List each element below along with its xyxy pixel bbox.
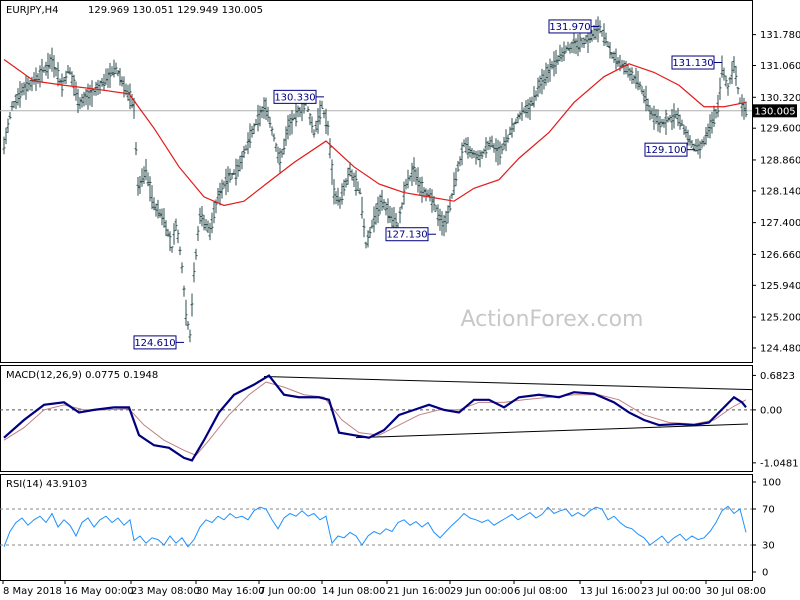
price-bars <box>2 16 748 343</box>
time-tick-label: 30 Jul 08:00 <box>706 586 766 597</box>
price-label-text: 130.330 <box>274 92 315 103</box>
time-tick-label: 23 Jul 00:00 <box>641 586 701 597</box>
price-tick-label: 126.660 <box>760 250 800 261</box>
price-label-text: 129.100 <box>645 145 686 156</box>
price-tick-label: 128.140 <box>760 186 800 197</box>
price-labels: 124.610 130.330 127.130 131.970 131.130 129.1… <box>133 19 722 350</box>
rsi-tick-label: 70 <box>762 505 775 516</box>
macd-tick-label: 0.00 <box>760 405 782 416</box>
macd-panel: MACD(12,26,9) 0.0775 0.1948 0.6823 0.00 -1… <box>0 365 799 472</box>
time-tick-label: 16 May 00:00 <box>65 586 134 597</box>
price-title: EURJPY,H4 <box>6 5 59 16</box>
price-tick-label: 128.860 <box>760 155 800 166</box>
price-label-box <box>671 55 715 70</box>
time-tick-label: 30 May 16:00 <box>196 586 265 597</box>
price-tick-label: 131.780 <box>760 30 800 41</box>
price-tick-label: 125.200 <box>760 313 800 324</box>
rsi-levels <box>0 508 752 546</box>
macd-trendline <box>355 423 749 439</box>
moving-average-line <box>3 59 747 207</box>
price-tick-label: 125.940 <box>760 281 800 292</box>
time-tick-label: 23 May 08:00 <box>131 586 200 597</box>
macd-axis: 0.6823 0.00 -1.0481 <box>752 371 799 469</box>
macd-title: MACD(12,26,9) 0.0775 0.1948 <box>6 370 158 381</box>
time-tick-label: 7 Jun 00:00 <box>259 586 316 597</box>
price-label-text: 131.970 <box>549 22 590 33</box>
time-tick-label: 6 Jul 08:00 <box>514 586 568 597</box>
price-tick-label: 131.060 <box>760 61 800 72</box>
price-label-box <box>133 335 177 350</box>
time-tick-label: 21 Jun 16:00 <box>387 586 451 597</box>
rsi-line <box>3 505 747 548</box>
last-price-value: 130.005 <box>754 106 795 117</box>
macd-trendlines <box>263 376 753 439</box>
price-panel: EURJPY,H4 129.969 130.051 129.949 130.00… <box>0 0 800 363</box>
macd-line <box>3 374 747 462</box>
price-tick-label: 130.320 <box>760 93 800 104</box>
price-axis: 131.780 131.060 130.320 129.600 128.860 128.1… <box>752 30 800 354</box>
price-label-box <box>273 89 317 104</box>
macd-tick-label: -1.0481 <box>760 458 799 469</box>
price-label-box <box>548 19 592 34</box>
last-price-badge: 130.005 <box>753 104 797 118</box>
rsi-tick-label: 0 <box>762 568 768 579</box>
macd-trendline <box>263 376 753 391</box>
rsi-title: RSI(14) 43.9103 <box>6 479 87 490</box>
time-tick-label: 29 Jun 00:00 <box>450 586 514 597</box>
price-label-text: 124.610 <box>134 338 175 349</box>
rsi-panel: RSI(14) 43.9103 100 70 30 0 <box>0 474 781 581</box>
time-tick-label: 13 Jul 16:00 <box>580 586 640 597</box>
time-tick-label: 14 Jun 08:00 <box>322 586 386 597</box>
price-tick-label: 124.480 <box>760 343 800 354</box>
price-ohlc-values: 129.969 130.051 129.949 130.005 <box>88 5 263 16</box>
price-tick-label: 129.600 <box>760 124 800 135</box>
macd-tick-label: 0.6823 <box>760 371 795 382</box>
price-label-text: 131.130 <box>672 58 713 69</box>
watermark-text: ActionForex.com <box>461 307 644 332</box>
rsi-tick-label: 30 <box>762 541 775 552</box>
rsi-axis: 100 70 30 0 <box>752 478 781 579</box>
rsi-tick-label: 100 <box>762 478 781 489</box>
time-tick-label: 8 May 2018 <box>3 586 62 597</box>
price-label-text: 127.130 <box>386 230 427 241</box>
price-label-box <box>644 142 688 157</box>
price-tick-label: 127.400 <box>760 218 800 229</box>
price-label-box <box>385 227 429 242</box>
